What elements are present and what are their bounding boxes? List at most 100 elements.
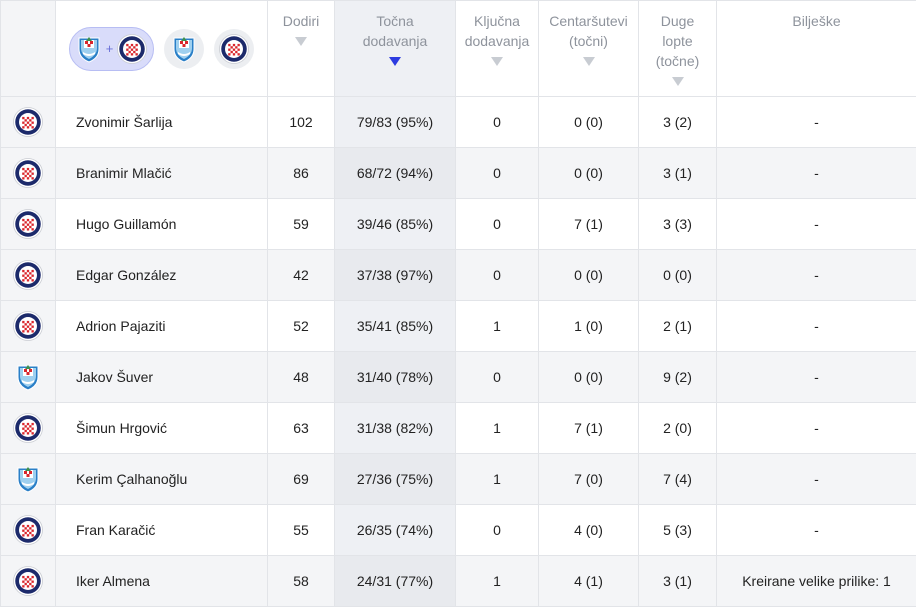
notes-value: Kreirane velike prilike: 1 [717, 556, 916, 607]
column-header-label: lopte [639, 31, 716, 51]
accurate-passes-value: 68/72 (94%) [335, 148, 456, 199]
sort-down-arrow-icon [295, 37, 307, 46]
player-name[interactable]: Branimir Mlačić [56, 148, 268, 199]
notes-value: - [717, 301, 916, 352]
player-name[interactable]: Šimun Hrgović [56, 403, 268, 454]
player-name[interactable]: Hugo Guillamón [56, 199, 268, 250]
touches-value: 86 [268, 148, 335, 199]
touches-value: 42 [268, 250, 335, 301]
green-shield-crest-icon [171, 35, 197, 63]
key-passes-value: 0 [456, 352, 539, 403]
touches-value: 55 [268, 505, 335, 556]
filter-plus-label: + [106, 39, 114, 59]
hajduk-split-crest-icon [13, 311, 43, 341]
team-logo-cell [1, 148, 56, 199]
team-logo-cell [1, 301, 56, 352]
key-passes-value: 1 [456, 454, 539, 505]
long-balls-value: 3 (3) [639, 199, 717, 250]
hajduk-split-crest-icon [13, 158, 43, 188]
player-name[interactable]: Kerim Çalhanoğlu [56, 454, 268, 505]
long-balls-value: 7 (4) [639, 454, 717, 505]
key-passes-value: 0 [456, 199, 539, 250]
player-name[interactable]: Jakov Šuver [56, 352, 268, 403]
crosses-value: 4 (0) [539, 505, 639, 556]
team-logo-cell [1, 97, 56, 148]
column-header-label: Duge [639, 11, 716, 31]
accurate-passes-value: 24/31 (77%) [335, 556, 456, 607]
column-header-touches[interactable]: Dodiri [268, 1, 335, 97]
crosses-value: 0 (0) [539, 97, 639, 148]
column-header-crosses[interactable]: Centaršutevi(točni) [539, 1, 639, 97]
filter-hajduk-button[interactable] [214, 29, 254, 69]
touches-value: 102 [268, 97, 335, 148]
notes-value: - [717, 403, 916, 454]
key-passes-value: 0 [456, 97, 539, 148]
hajduk-split-crest-icon [13, 107, 43, 137]
key-passes-value: 1 [456, 556, 539, 607]
column-header-label: (točni) [539, 31, 638, 51]
green-shield-crest-icon [15, 363, 41, 391]
long-balls-value: 3 (2) [639, 97, 717, 148]
column-header-label: dodavanja [335, 31, 455, 51]
hajduk-split-crest-icon [219, 34, 249, 64]
accurate-passes-value: 31/38 (82%) [335, 403, 456, 454]
accurate-passes-value: 31/40 (78%) [335, 352, 456, 403]
key-passes-value: 1 [456, 301, 539, 352]
player-name[interactable]: Adrion Pajaziti [56, 301, 268, 352]
long-balls-value: 2 (1) [639, 301, 717, 352]
team-logo-cell [1, 403, 56, 454]
crosses-value: 7 (1) [539, 403, 639, 454]
crosses-value: 4 (1) [539, 556, 639, 607]
team-logo-cell [1, 556, 56, 607]
column-header-label: Točna [335, 11, 455, 31]
filter-green-team-button[interactable] [164, 29, 204, 69]
notes-value: - [717, 148, 916, 199]
column-header-notes: Bilješke [717, 1, 916, 97]
crosses-value: 1 (0) [539, 301, 639, 352]
key-passes-value: 0 [456, 148, 539, 199]
touches-value: 48 [268, 352, 335, 403]
column-header-label: (točne) [639, 51, 716, 71]
accurate-passes-value: 39/46 (85%) [335, 199, 456, 250]
touches-value: 63 [268, 403, 335, 454]
header-corner [1, 1, 56, 97]
accurate-passes-value: 27/36 (75%) [335, 454, 456, 505]
player-name[interactable]: Fran Karačić [56, 505, 268, 556]
crosses-value: 0 (0) [539, 250, 639, 301]
touches-value: 59 [268, 199, 335, 250]
crosses-value: 0 (0) [539, 148, 639, 199]
crosses-value: 0 (0) [539, 352, 639, 403]
team-logo-cell [1, 505, 56, 556]
long-balls-value: 2 (0) [639, 403, 717, 454]
player-name[interactable]: Iker Almena [56, 556, 268, 607]
touches-value: 58 [268, 556, 335, 607]
player-name[interactable]: Zvonimir Šarlija [56, 97, 268, 148]
column-header-label: dodavanja [456, 31, 538, 51]
team-logo-cell [1, 454, 56, 505]
player-name[interactable]: Edgar González [56, 250, 268, 301]
filter-both-teams-button[interactable]: + [69, 27, 155, 71]
notes-value: - [717, 97, 916, 148]
hajduk-split-crest-icon [13, 260, 43, 290]
touches-value: 52 [268, 301, 335, 352]
hajduk-split-crest-icon [13, 413, 43, 443]
accurate-passes-value: 79/83 (95%) [335, 97, 456, 148]
crosses-value: 7 (0) [539, 454, 639, 505]
column-header-label: Ključna [456, 11, 538, 31]
sort-down-arrow-icon [491, 57, 503, 66]
